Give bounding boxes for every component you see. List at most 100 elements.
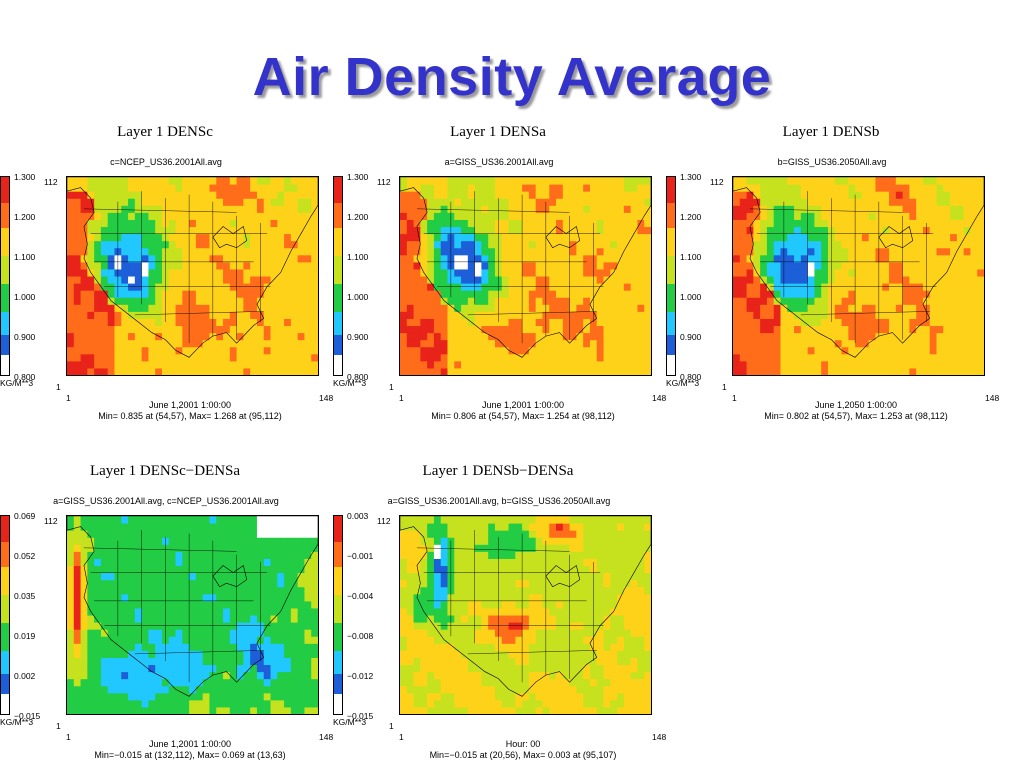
map-cell [637,615,645,623]
map-cell [963,360,971,369]
map-cell [284,706,292,714]
map-cell [623,205,632,213]
map-cell [189,685,197,694]
map-cell [800,191,809,199]
map-cell [950,311,958,319]
map-cell [141,593,149,602]
map-cell [311,537,318,545]
map-cell [882,240,890,249]
map-cell [447,212,455,220]
map-cell [929,360,938,369]
state-border [134,650,264,655]
map-cell [535,318,543,327]
map-cell [861,268,870,277]
map-cell [94,530,102,538]
map-cell [739,205,748,213]
map-cell [569,205,577,213]
map-cell [760,283,768,291]
map-cell [107,650,115,658]
map-cell [100,311,109,319]
map-cell [182,261,190,270]
map-cell [297,268,305,277]
map-cell [637,311,645,319]
map-cell [780,261,788,270]
map-cell [827,276,836,284]
map-cell [80,325,88,334]
map-cell [481,692,489,701]
map-cell [644,657,651,666]
map-cell [603,261,611,270]
map-cell [780,311,788,319]
map-cell [134,325,143,334]
map-cell [67,212,75,220]
map-cell [589,657,598,666]
map-cell [80,607,88,616]
map-cell [229,283,238,291]
great-lakes-outline [545,225,581,249]
map-cell [168,622,177,630]
map-cell [256,318,265,327]
map-cell [189,565,197,574]
map-cell [400,339,408,348]
map-cell [290,586,299,595]
map-cell [556,311,564,319]
map-cell [630,622,638,630]
map-cell [963,254,971,263]
map-cell [73,261,82,270]
map-cell [148,226,156,235]
map-cell [569,643,577,651]
map-cell [100,558,109,567]
map-cell [630,283,638,291]
map-cell [148,304,156,312]
map-cell [603,290,611,298]
map-cell [576,622,584,630]
map-cell [311,544,318,552]
map-cell [528,636,537,644]
map-cell [413,290,421,298]
map-cell [216,629,224,637]
map-cell [195,240,204,249]
map-cell [739,311,748,319]
map-cell [73,240,82,249]
map-cell [617,367,625,375]
map-cell [637,600,645,609]
map-cell [114,311,122,319]
map-cell [515,636,523,644]
map-cell [841,276,849,284]
map-cell [270,325,278,334]
map-cell [182,276,190,284]
map-cell [168,629,177,637]
map-cell [311,268,318,277]
map-cell [481,191,489,199]
map-cell [549,586,557,595]
map-cell [141,586,149,595]
map-cell [481,671,489,680]
map-cell [223,678,231,687]
map-cell [515,706,523,714]
map-cell [202,629,210,637]
map-cell [753,360,761,369]
map-cell [406,706,415,714]
map-cell [223,346,231,355]
map-cell [168,325,177,334]
map-cell [753,367,761,375]
map-cell [189,523,197,531]
map-cell [549,600,557,609]
map-cell [420,593,428,602]
map-cell [549,671,557,680]
map-cell [134,706,143,714]
map-cell [128,579,136,588]
map-cell [596,283,605,291]
map-cell [807,268,815,277]
map-cell [182,353,190,362]
map-cell [311,212,318,220]
map-cell [515,615,523,623]
map-cell [902,325,910,334]
map-cell [121,191,129,199]
map-cell [583,699,591,708]
map-cell [936,191,944,199]
map-cell [236,671,244,680]
colorbar [0,515,10,715]
map-cell [596,360,605,369]
map-cell [630,304,638,312]
